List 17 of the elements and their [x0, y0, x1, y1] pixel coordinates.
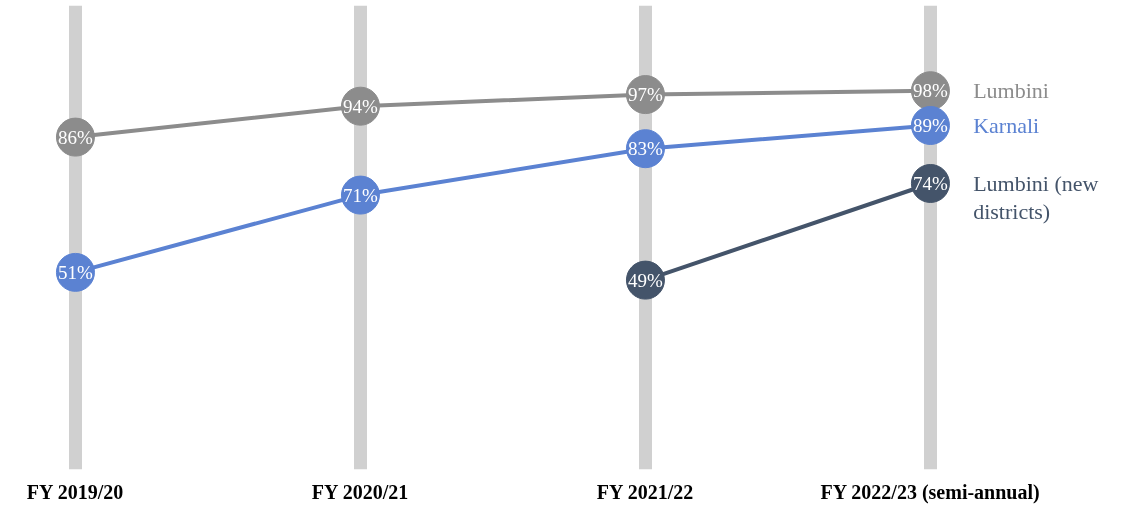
x-tick-label: FY 2020/21 [311, 480, 409, 503]
data-label: 74% [913, 172, 949, 194]
data-label: 49% [628, 269, 664, 291]
series-label: Karnali [973, 113, 1040, 139]
data-label: 83% [628, 138, 664, 160]
data-label: 98% [913, 80, 949, 102]
data-label: 97% [628, 84, 664, 106]
series-label: Lumbini [973, 78, 1049, 104]
data-label: 86% [58, 126, 94, 148]
data-label: 89% [913, 115, 949, 137]
x-tick-label: FY 2019/20 [26, 480, 124, 503]
x-tick-label: FY 2022/23 (semi-annual) [820, 480, 1040, 504]
series-label: Lumbini (new districts) [973, 171, 1099, 224]
data-label: 71% [343, 184, 379, 206]
data-label: 94% [343, 95, 379, 117]
data-label: 51% [58, 261, 94, 283]
x-tick-label: FY 2021/22 [596, 480, 694, 503]
